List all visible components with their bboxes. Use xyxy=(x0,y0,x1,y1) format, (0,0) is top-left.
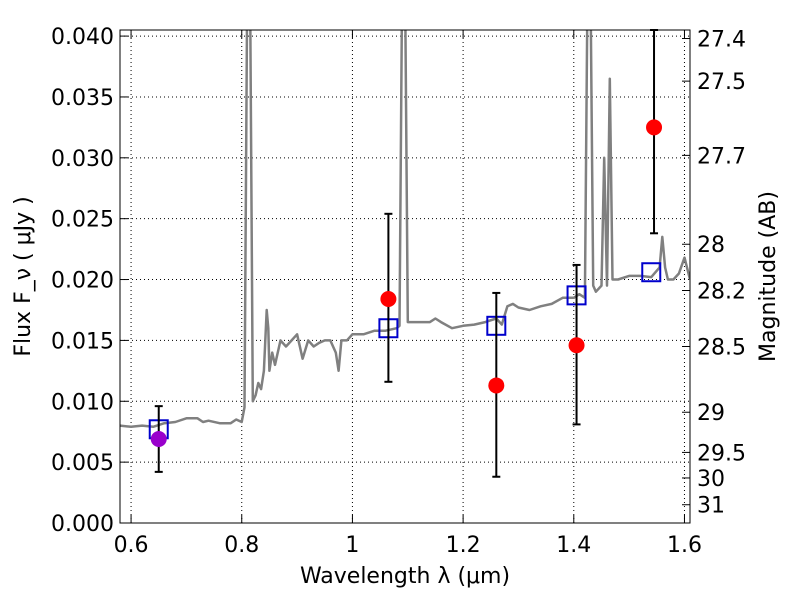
observed-point xyxy=(380,291,397,308)
right-tick-label: 28.5 xyxy=(697,335,746,360)
right-tick-label: 27.7 xyxy=(697,144,746,169)
y-tick-label: 0.035 xyxy=(51,86,114,111)
observed-point xyxy=(488,377,505,394)
right-tick-label: 28 xyxy=(697,233,725,258)
right-tick-label: 31 xyxy=(697,494,725,519)
x-tick-label: 1.2 xyxy=(446,533,481,558)
right-tick-label: 29.5 xyxy=(697,441,746,466)
right-tick-label: 27.5 xyxy=(697,70,746,95)
y-tick-label: 0.040 xyxy=(51,25,114,50)
y-tick-label: 0.010 xyxy=(51,390,114,415)
observed-point xyxy=(150,431,167,448)
y-tick-label: 0.025 xyxy=(51,208,114,233)
y-axis-right-label: Magnitude (AB) xyxy=(756,191,781,362)
y-axis-label: Flux F_ν ( μJy ) xyxy=(11,196,36,356)
right-tick-label: 30 xyxy=(697,467,725,492)
right-tick-label: 27.4 xyxy=(697,28,746,53)
y-tick-label: 0.015 xyxy=(51,329,114,354)
plot-data xyxy=(120,29,690,478)
y-tick-label: 0.005 xyxy=(51,451,114,476)
observed-point xyxy=(646,119,663,136)
y-tick-label: 0.020 xyxy=(51,269,114,294)
y-tick-label: 0.030 xyxy=(51,147,114,172)
x-tick-label: 1.6 xyxy=(667,533,702,558)
plot-frame xyxy=(119,29,691,524)
x-axis-label: Wavelength λ (μm) xyxy=(300,564,510,589)
model-square-point xyxy=(641,262,662,283)
y-tick-label: 0.000 xyxy=(51,512,114,537)
x-tick-label: 1 xyxy=(345,533,359,558)
observed-point xyxy=(568,337,585,354)
right-tick-label: 29 xyxy=(697,401,725,426)
x-tick-label: 0.8 xyxy=(224,533,259,558)
right-tick-label: 28.2 xyxy=(697,279,746,304)
spectrum-line xyxy=(120,30,690,429)
axis-ticks: 0.6 0.8 1 1.2 1.4 1.6 0.000 0.005 0.010 0.015 0.02… xyxy=(51,25,746,558)
x-tick-label: 0.6 xyxy=(114,533,149,558)
x-tick-label: 1.4 xyxy=(556,533,591,558)
